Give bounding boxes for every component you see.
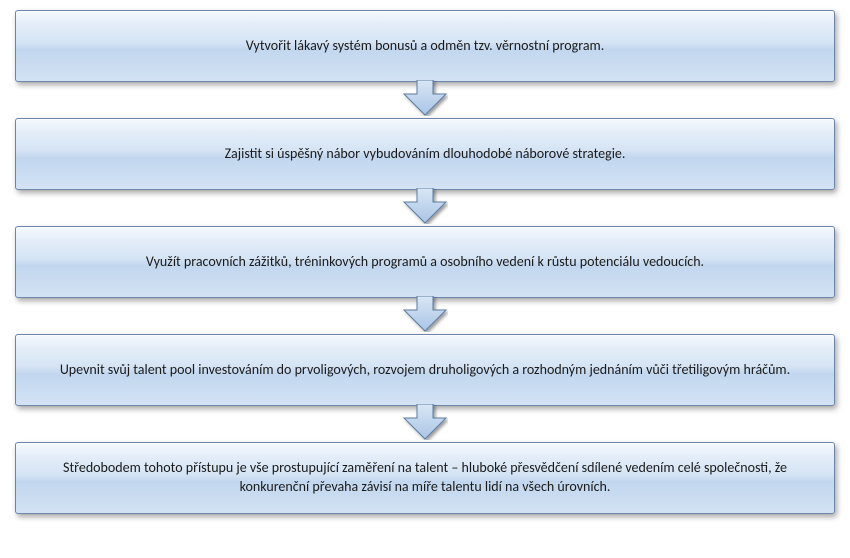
flow-step-text: Vytvořit lákavý systém bonusů a odměn tz… [246, 37, 605, 56]
flow-step-text: Zajistit si úspěšný nábor vybudováním dl… [225, 145, 626, 164]
flowchart-container: Vytvořit lákavý systém bonusů a odměn tz… [10, 10, 840, 514]
arrow-down-icon [402, 296, 448, 332]
flow-step-3: Využít pracovních zážitků, tréninkových … [15, 226, 835, 298]
arrow-down-icon [402, 404, 448, 440]
flow-step-text: Středobodem tohoto přístupu je vše prost… [44, 459, 806, 497]
flow-step-2: Zajistit si úspěšný nábor vybudováním dl… [15, 118, 835, 190]
flow-step-4: Upevnit svůj talent pool investováním do… [15, 334, 835, 406]
flow-step-1: Vytvořit lákavý systém bonusů a odměn tz… [15, 10, 835, 82]
arrow-down-icon [402, 188, 448, 224]
flow-step-5: Středobodem tohoto přístupu je vše prost… [15, 442, 835, 514]
flow-step-text: Upevnit svůj talent pool investováním do… [60, 361, 790, 380]
flow-step-text: Využít pracovních zážitků, tréninkových … [146, 253, 704, 272]
arrow-down-icon [402, 80, 448, 116]
